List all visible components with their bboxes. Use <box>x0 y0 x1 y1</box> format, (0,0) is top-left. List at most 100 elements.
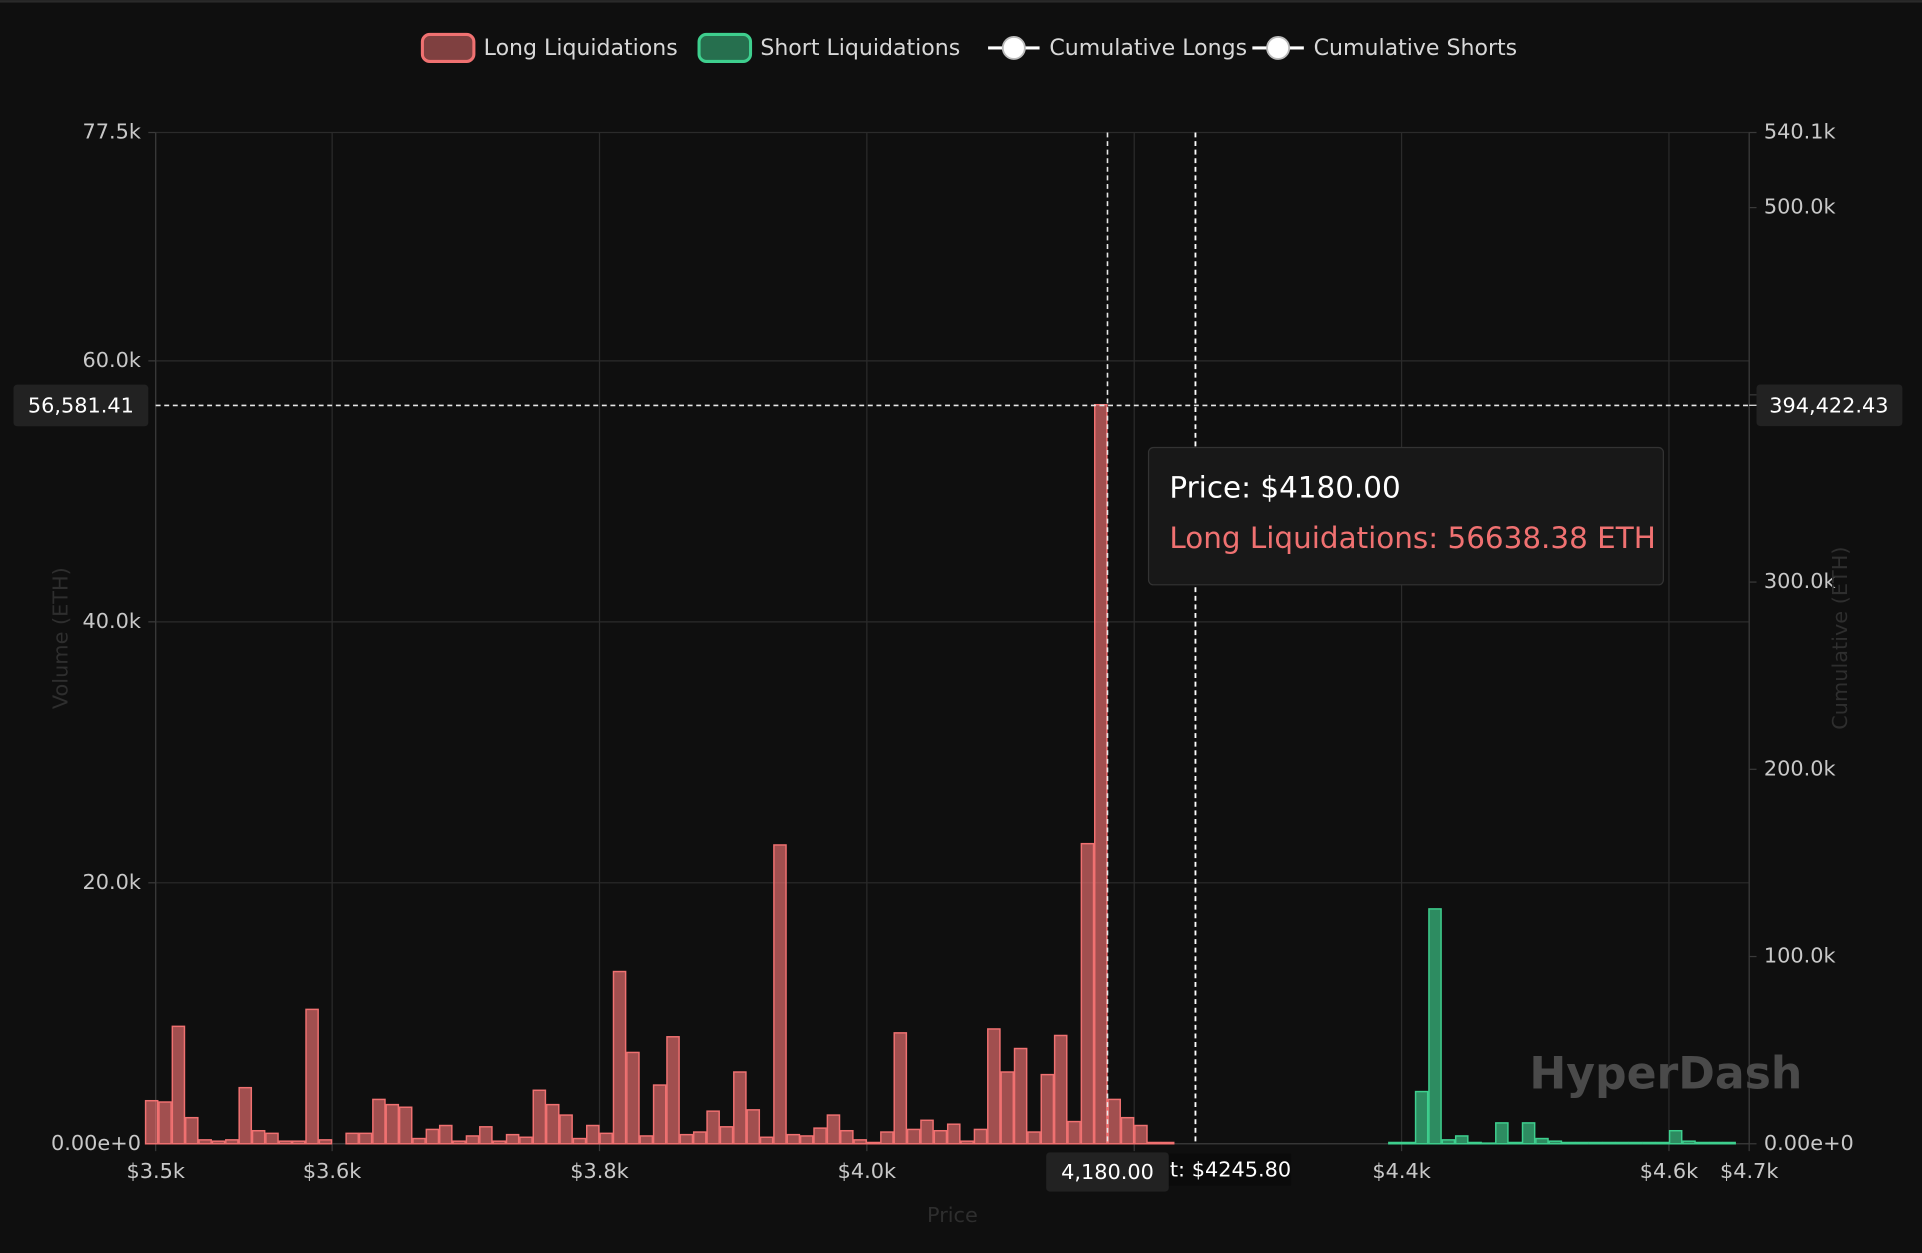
bar <box>278 1140 293 1145</box>
y-tick-label: 77.5k <box>83 120 141 144</box>
bar <box>358 1132 373 1145</box>
bar <box>973 1128 988 1145</box>
watermark: HyperDash <box>1529 1048 1802 1099</box>
bar <box>1708 1141 1723 1145</box>
bar <box>1548 1140 1563 1145</box>
x-axis-title: Price <box>927 1203 978 1227</box>
bar <box>198 1139 212 1145</box>
bar <box>1588 1141 1603 1145</box>
bar <box>1655 1141 1670 1145</box>
bar <box>1013 1047 1028 1145</box>
bar <box>479 1126 493 1145</box>
bar <box>626 1051 640 1145</box>
bar <box>305 1008 319 1145</box>
bar <box>1521 1122 1536 1145</box>
bar <box>171 1025 186 1145</box>
bar <box>826 1114 841 1145</box>
bar <box>438 1124 453 1145</box>
bar <box>1134 1124 1148 1145</box>
y-tick-label: 40.0k <box>83 609 141 633</box>
bar <box>960 1140 974 1145</box>
bar <box>840 1129 854 1145</box>
bar <box>786 1133 801 1145</box>
tooltip-title: Price: $4180.00 <box>1169 471 1400 505</box>
y-tick-label: 20.0k <box>83 870 141 894</box>
legend-label: Short Liquidations <box>760 36 960 61</box>
bar <box>1401 1141 1416 1145</box>
bar <box>880 1131 894 1145</box>
bar <box>372 1098 386 1145</box>
bar <box>265 1132 279 1145</box>
bar <box>318 1139 333 1145</box>
bar <box>866 1141 881 1145</box>
bar <box>1454 1135 1469 1145</box>
bar <box>853 1139 867 1145</box>
legend-swatch <box>420 32 476 63</box>
bar <box>1160 1141 1175 1145</box>
bar <box>238 1086 253 1145</box>
bar <box>933 1129 948 1145</box>
bar <box>692 1131 707 1145</box>
crosshair-y2-label: 394,422.43 <box>1769 394 1888 418</box>
y2-axis-title: Cumulative (ETH) <box>1828 546 1852 729</box>
bar <box>1120 1116 1135 1145</box>
y-tick-label: 60.0k <box>83 348 141 372</box>
bar <box>639 1135 654 1145</box>
bar <box>492 1140 507 1145</box>
legend-label: Cumulative Longs <box>1049 36 1247 61</box>
bar <box>465 1135 480 1145</box>
crosshair-y-label-bg <box>13 384 149 427</box>
bar <box>1722 1141 1736 1145</box>
y2-tick-label: 0.00e+0 <box>1764 1131 1854 1155</box>
crosshair-x-label-bg <box>1046 1152 1169 1192</box>
bar <box>144 1099 159 1145</box>
bar <box>799 1135 814 1145</box>
bar <box>1414 1090 1429 1145</box>
bar <box>1561 1141 1576 1145</box>
legend-swatch-point <box>1001 35 1026 60</box>
bar <box>385 1103 400 1145</box>
x-tick-label: $4.6k <box>1640 1159 1698 1183</box>
bar <box>719 1126 734 1145</box>
bar <box>158 1101 172 1145</box>
bar <box>759 1136 774 1145</box>
bar <box>1147 1141 1162 1145</box>
bar <box>1615 1141 1629 1145</box>
bar <box>652 1084 667 1145</box>
bar <box>345 1132 359 1145</box>
crosshair-y2-label-bg <box>1756 384 1903 427</box>
bar <box>1040 1073 1055 1145</box>
legend-swatch-point <box>1266 35 1291 60</box>
bar <box>572 1137 587 1145</box>
legend-swatch <box>697 32 753 63</box>
bar <box>1000 1071 1015 1145</box>
bar <box>1601 1141 1616 1145</box>
bar <box>1428 908 1442 1145</box>
bar <box>893 1032 908 1145</box>
y2-tick-label: 500.0k <box>1764 195 1836 219</box>
bar <box>1481 1142 1496 1145</box>
bar <box>1094 403 1108 1145</box>
legend-label: Long Liquidations <box>484 36 678 61</box>
bar <box>612 970 627 1145</box>
bar <box>398 1106 413 1145</box>
bar <box>733 1071 747 1145</box>
bar <box>1388 1141 1402 1145</box>
bar <box>425 1128 440 1145</box>
bar <box>679 1133 694 1145</box>
bar <box>452 1140 466 1145</box>
bar <box>412 1137 426 1145</box>
bar <box>599 1132 613 1145</box>
y2-tick-label: 300.0k <box>1764 569 1836 593</box>
bar <box>746 1109 761 1145</box>
bar <box>946 1123 961 1145</box>
bar <box>1441 1139 1456 1145</box>
bar <box>1053 1034 1068 1145</box>
bar <box>1535 1137 1549 1145</box>
bar <box>532 1089 547 1145</box>
bar <box>1668 1129 1683 1145</box>
y2-tick-label: 200.0k <box>1764 756 1836 780</box>
bar <box>1468 1141 1482 1145</box>
bar <box>1695 1141 1710 1145</box>
